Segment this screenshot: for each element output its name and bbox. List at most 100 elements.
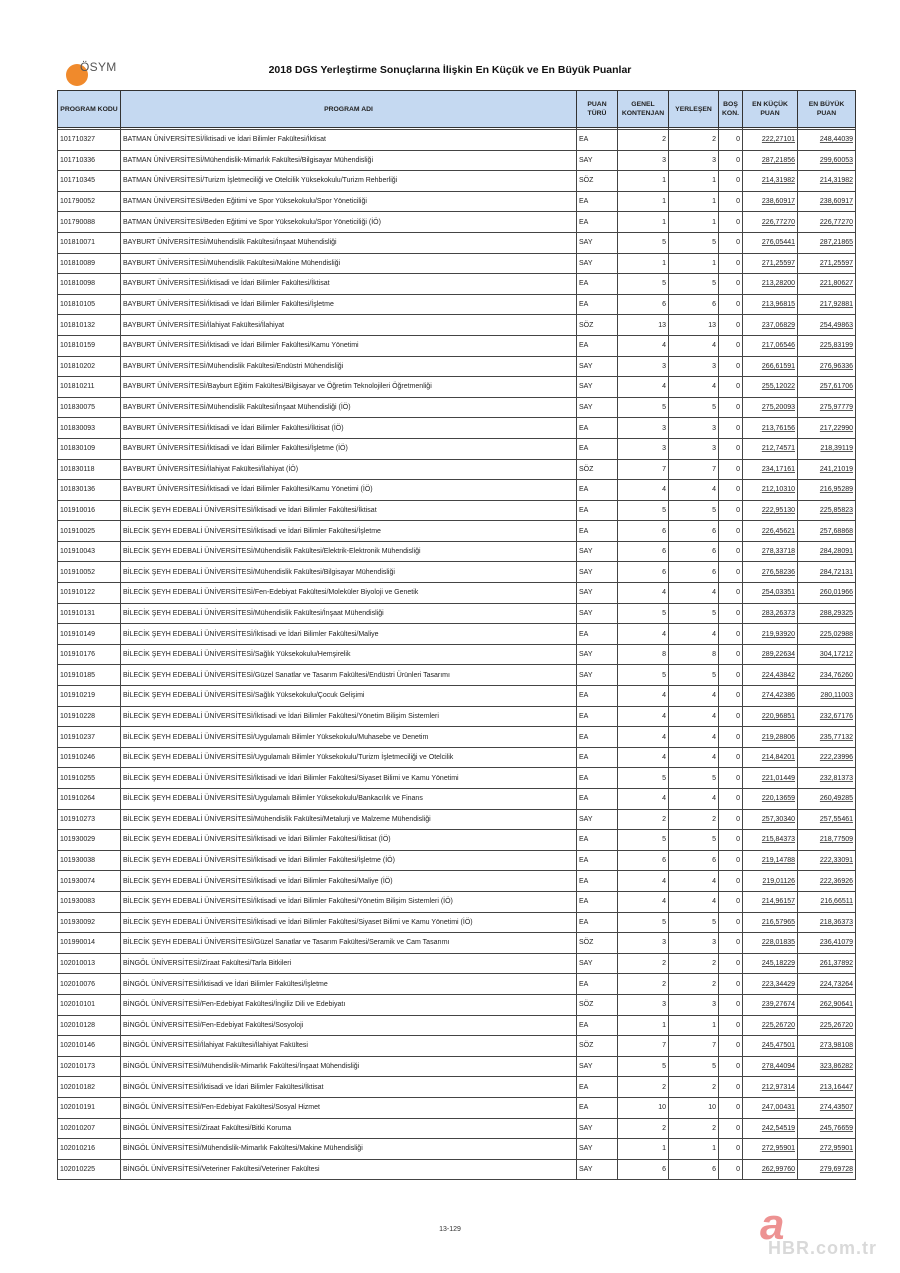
table-row: 101990014 BİLECİK ŞEYH EDEBALİ ÜNİVERSİTE…: [57, 932, 856, 954]
cell-program-kodu: 101910219: [57, 685, 121, 707]
cell-en-kucuk-puan: 214,84201: [742, 746, 798, 769]
cell-en-kucuk-puan: 214,31982: [742, 170, 798, 192]
cell-puan-turu: EA: [576, 870, 618, 892]
col-genel-kontenjan: GENEL KONTENJAN: [617, 90, 669, 128]
table-row: 101910264 BİLECİK ŞEYH EDEBALİ ÜNİVERSİTE…: [57, 788, 856, 810]
cell-puan-turu: EA: [576, 726, 618, 748]
cell-en-buyuk-puan: 226,77270: [797, 211, 856, 233]
cell-en-buyuk-puan: 284,72131: [797, 561, 856, 584]
cell-program-adi: BAYBURT ÜNİVERSİTESİ/İktisadi ve İdari B…: [120, 437, 577, 460]
cell-program-kodu: 101910228: [57, 705, 121, 728]
cell-program-adi: BİLECİK ŞEYH EDEBALİ ÜNİVERSİTESİ/İktisa…: [120, 767, 577, 789]
cell-bos-kon: 0: [718, 849, 743, 872]
cell-yerlesen: 5: [668, 829, 719, 851]
cell-en-kucuk-puan: 221,01449: [742, 767, 798, 789]
cell-program-kodu: 101910131: [57, 602, 121, 625]
cell-program-adi: BİNGÖL ÜNİVERSİTESİ/Mühendislik-Mimarlık…: [120, 1138, 577, 1160]
cell-program-adi: BİLECİK ŞEYH EDEBALİ ÜNİVERSİTESİ/Mühend…: [120, 540, 577, 563]
cell-bos-kon: 0: [718, 952, 743, 975]
cell-en-buyuk-puan: 213,16447: [797, 1076, 856, 1098]
cell-genel-kontenjan: 10: [617, 1096, 669, 1119]
osym-logo: ÖSYM: [66, 60, 116, 86]
table-row: 101710345 BATMAN ÜNİVERSİTESİ/Turizm İşle…: [57, 170, 856, 192]
cell-program-kodu: 102010013: [57, 952, 121, 975]
cell-bos-kon: 0: [718, 1076, 743, 1098]
cell-bos-kon: 0: [718, 355, 743, 378]
cell-en-buyuk-puan: 225,26720: [797, 1014, 856, 1037]
cell-puan-turu: SAY: [576, 396, 618, 419]
cell-en-buyuk-puan: 217,22990: [797, 417, 856, 439]
cell-yerlesen: 4: [668, 788, 719, 810]
cell-yerlesen: 4: [668, 623, 719, 645]
cell-genel-kontenjan: 5: [617, 829, 669, 851]
cell-yerlesen: 5: [668, 231, 719, 254]
cell-puan-turu: SÖZ: [576, 170, 618, 192]
cell-yerlesen: 6: [668, 849, 719, 872]
cell-bos-kon: 0: [718, 1055, 743, 1078]
col-puan-turu: PUAN TÜRÜ: [576, 90, 618, 128]
cell-genel-kontenjan: 5: [617, 273, 669, 295]
cell-en-buyuk-puan: 225,85823: [797, 499, 856, 522]
cell-yerlesen: 3: [668, 932, 719, 954]
cell-program-adi: BİNGÖL ÜNİVERSİTESİ/İktisadi ve İdari Bi…: [120, 973, 577, 995]
cell-bos-kon: 0: [718, 437, 743, 460]
cell-yerlesen: 3: [668, 993, 719, 1016]
cell-program-adi: BİLECİK ŞEYH EDEBALİ ÜNİVERSİTESİ/İktisa…: [120, 870, 577, 892]
cell-puan-turu: EA: [576, 767, 618, 789]
cell-en-kucuk-puan: 217,06546: [742, 334, 798, 357]
cell-en-kucuk-puan: 212,10310: [742, 479, 798, 501]
cell-bos-kon: 0: [718, 623, 743, 645]
cell-en-buyuk-puan: 254,49863: [797, 314, 856, 336]
cell-yerlesen: 4: [668, 726, 719, 748]
cell-program-kodu: 102010146: [57, 1035, 121, 1057]
cell-genel-kontenjan: 2: [617, 973, 669, 995]
cell-yerlesen: 7: [668, 1035, 719, 1057]
cell-program-adi: BAYBURT ÜNİVERSİTESİ/İktisadi ve İdari B…: [120, 293, 577, 316]
cell-bos-kon: 0: [718, 417, 743, 439]
table-row: 102010207 BİNGÖL ÜNİVERSİTESİ/Ziraat Fakü…: [57, 1117, 856, 1140]
cell-bos-kon: 0: [718, 396, 743, 419]
cell-en-buyuk-puan: 225,02988: [797, 623, 856, 645]
col-program-kodu: PROGRAM KODU: [57, 90, 121, 128]
cell-genel-kontenjan: 4: [617, 788, 669, 810]
cell-program-adi: BAYBURT ÜNİVERSİTESİ/İktisadi ve İdari B…: [120, 273, 577, 295]
cell-yerlesen: 6: [668, 520, 719, 542]
table-row: 101910043 BİLECİK ŞEYH EDEBALİ ÜNİVERSİTE…: [57, 540, 856, 563]
cell-genel-kontenjan: 4: [617, 334, 669, 357]
cell-en-buyuk-puan: 257,55461: [797, 808, 856, 831]
cell-bos-kon: 0: [718, 664, 743, 687]
cell-en-buyuk-puan: 238,60917: [797, 190, 856, 213]
cell-yerlesen: 4: [668, 746, 719, 769]
spacer-cell: [797, 127, 856, 130]
cell-en-buyuk-puan: 275,97779: [797, 396, 856, 419]
cell-puan-turu: EA: [576, 417, 618, 439]
cell-en-buyuk-puan: 225,83199: [797, 334, 856, 357]
cell-genel-kontenjan: 6: [617, 540, 669, 563]
cell-en-kucuk-puan: 213,28200: [742, 273, 798, 295]
cell-program-kodu: 101930038: [57, 849, 121, 872]
cell-program-kodu: 102010191: [57, 1096, 121, 1119]
cell-program-adi: BİLECİK ŞEYH EDEBALİ ÜNİVERSİTESİ/Mühend…: [120, 602, 577, 625]
cell-en-buyuk-puan: 218,77509: [797, 829, 856, 851]
cell-en-buyuk-puan: 236,41079: [797, 932, 856, 954]
cell-puan-turu: EA: [576, 746, 618, 769]
cell-en-kucuk-puan: 272,95901: [742, 1138, 798, 1160]
cell-program-adi: BİLECİK ŞEYH EDEBALİ ÜNİVERSİTESİ/Mühend…: [120, 808, 577, 831]
cell-genel-kontenjan: 3: [617, 437, 669, 460]
cell-puan-turu: SAY: [576, 252, 618, 275]
cell-program-kodu: 101810132: [57, 314, 121, 336]
cell-program-kodu: 101810071: [57, 231, 121, 254]
cell-yerlesen: 6: [668, 540, 719, 563]
cell-program-adi: BİLECİK ŞEYH EDEBALİ ÜNİVERSİTESİ/İktisa…: [120, 829, 577, 851]
col-en-buyuk-puan: EN BÜYÜK PUAN: [797, 90, 856, 128]
table-row: 101910025 BİLECİK ŞEYH EDEBALİ ÜNİVERSİTE…: [57, 520, 856, 542]
cell-program-kodu: 102010128: [57, 1014, 121, 1037]
watermark-text: HBR.com.tr: [768, 1238, 878, 1258]
table-row: 101930092 BİLECİK ŞEYH EDEBALİ ÜNİVERSİTE…: [57, 911, 856, 934]
cell-program-adi: BİLECİK ŞEYH EDEBALİ ÜNİVERSİTESİ/Sağlık…: [120, 643, 577, 666]
table-row: 101790088 BATMAN ÜNİVERSİTESİ/Beden Eğiti…: [57, 211, 856, 233]
cell-program-kodu: 101910273: [57, 808, 121, 831]
cell-program-adi: BİNGÖL ÜNİVERSİTESİ/Fen-Edebiyat Fakülte…: [120, 1014, 577, 1037]
table-row: 101910237 BİLECİK ŞEYH EDEBALİ ÜNİVERSİTE…: [57, 726, 856, 748]
cell-en-buyuk-puan: 224,73264: [797, 973, 856, 995]
